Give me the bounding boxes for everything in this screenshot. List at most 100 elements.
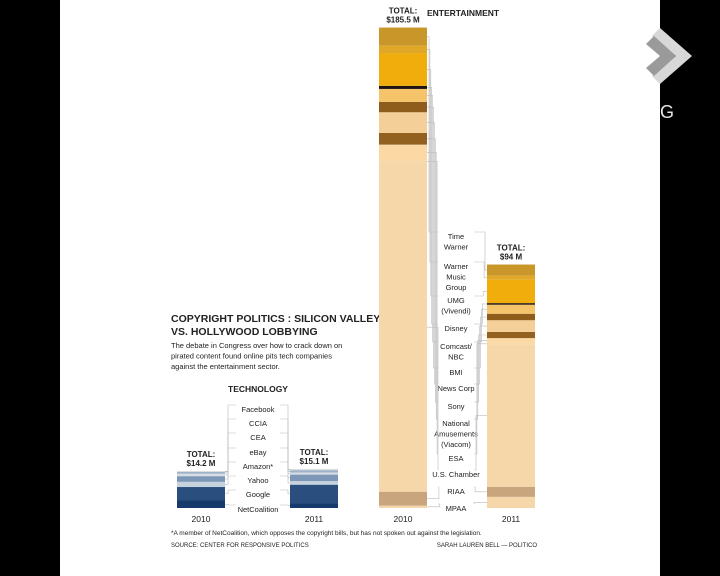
- entertainment-bar-2011-segment: [487, 496, 535, 508]
- entertainment-connector-line: [427, 326, 439, 470]
- entertainment-connector-line: [474, 316, 487, 369]
- entertainment-bar-2011-segment: [487, 486, 535, 497]
- technology-bar-2011-segment: [290, 481, 338, 485]
- chart-footnote: *A member of NetCoalition, which opposes…: [171, 530, 482, 537]
- entertainment-bar-2011-segment: [487, 303, 535, 305]
- entertainment-bar-2010-segment: [379, 505, 427, 508]
- technology-legend-label: eBay: [249, 448, 266, 457]
- entertainment-bar-2011-segment: [487, 304, 535, 314]
- technology-bar-2011-segment: [290, 503, 338, 508]
- technology-connector-line: [225, 432, 236, 474]
- entertainment-connector-line: [427, 49, 438, 263]
- technology-total-label: $14.2 M: [187, 459, 216, 468]
- entertainment-legend-label: National: [442, 419, 470, 428]
- entertainment-bar-2010-segment: [379, 88, 427, 102]
- entertainment-connector-line: [474, 334, 487, 403]
- entertainment-bar-2010-segment: [379, 53, 427, 86]
- technology-total-label: TOTAL:: [187, 450, 216, 459]
- entertainment-bar-2010-segment: [379, 27, 427, 46]
- entertainment-legend-label: Time: [448, 232, 464, 241]
- entertainment-legend-label: BMI: [449, 368, 462, 377]
- technology-connector-line: [280, 404, 290, 470]
- logo: G: [630, 26, 700, 126]
- technology-legend-label: Yahoo: [247, 476, 268, 485]
- technology-connector-line: [280, 447, 290, 474]
- entertainment-legend-label: News Corp: [437, 384, 474, 393]
- chart-title-line: VS. HOLLYWOOD LOBBYING: [171, 326, 318, 338]
- entertainment-legend-label: Music: [446, 273, 466, 282]
- entertainment-legend-label: (Viacom): [441, 440, 471, 449]
- entertainment-legend-label: MPAA: [446, 504, 467, 513]
- technology-legend-label: Facebook: [242, 405, 275, 414]
- entertainment-connector-line: [473, 502, 487, 505]
- entertainment-bar-2011-segment: [487, 331, 535, 339]
- entertainment-year-label: 2010: [394, 514, 413, 524]
- technology-bar-2010-segment: [177, 487, 225, 501]
- technology-bar-2011-segment: [290, 468, 338, 470]
- entertainment-connector-line: [474, 486, 487, 493]
- entertainment-legend-label: Disney: [445, 324, 468, 333]
- entertainment-total-label: $185.5 M: [386, 16, 420, 25]
- chart-source: SOURCE: CENTER FOR RESPONSIVE POLITICS: [171, 543, 309, 549]
- technology-bar-2010-segment: [177, 500, 225, 508]
- entertainment-bar-2010-segment: [379, 491, 427, 506]
- entertainment-legend-label: Sony: [447, 402, 464, 411]
- technology-connector-line: [225, 461, 236, 480]
- entertainment-bar-2010-segment: [379, 101, 427, 113]
- chart-credit: SARAH LAUREN BELL — POLITICO: [437, 543, 537, 549]
- technology-bar-2010-segment: [177, 471, 225, 474]
- technology-bar-2011-segment: [290, 484, 338, 504]
- technology-heading: TECHNOLOGY: [228, 384, 288, 394]
- entertainment-bar-2010-segment: [379, 112, 427, 133]
- technology-bar-2010-segment: [177, 481, 225, 488]
- technology-total-label: $15.1 M: [300, 457, 329, 466]
- technology-connector-line: [225, 418, 236, 473]
- technology-bar-2010-segment: [177, 473, 225, 477]
- chart-subtitle-line: pirated content found online pits tech c…: [171, 352, 332, 361]
- entertainment-legend-label: Group: [446, 283, 467, 292]
- entertainment-bar-2010-segment: [379, 132, 427, 145]
- technology-legend-label: Amazon*: [243, 462, 274, 471]
- entertainment-connector-line: [427, 87, 438, 325]
- entertainment-connector-line: [427, 503, 441, 508]
- technology-connector-line: [280, 489, 290, 495]
- entertainment-connector-line: [474, 303, 487, 325]
- technology-bar-2011-segment: [290, 470, 338, 473]
- chart-title-line: COPYRIGHT POLITICS : SILICON VALLEY: [171, 313, 380, 325]
- logo-letter: G: [660, 102, 675, 122]
- technology-legend-label: Google: [246, 490, 270, 499]
- technology-bar-2010-segment: [177, 476, 225, 482]
- technology-bar-2011-segment: [290, 472, 338, 475]
- entertainment-legend-label: ESA: [448, 454, 463, 463]
- technology-connector-line: [225, 503, 236, 506]
- technology-bar-2010-segment: [177, 471, 225, 472]
- entertainment-connector-line: [427, 161, 438, 455]
- entertainment-bar-2010-segment: [379, 162, 427, 492]
- logo-mark-icon: [646, 28, 692, 84]
- technology-connector-line: [225, 447, 236, 476]
- entertainment-connector-line: [474, 343, 487, 455]
- technology-connector-line: [280, 432, 290, 472]
- entertainment-bar-2011-segment: [487, 275, 535, 280]
- entertainment-connector-line: [474, 415, 487, 471]
- entertainment-connector-line: [474, 291, 487, 297]
- technology-bar-2010-segment: [177, 471, 225, 472]
- entertainment-year-label: 2011: [502, 514, 521, 524]
- entertainment-bar-2011-segment: [487, 338, 535, 344]
- entertainment-bar-2010-segment: [379, 144, 427, 161]
- technology-connector-line: [225, 475, 236, 485]
- entertainment-total-label: $94 M: [500, 253, 523, 262]
- technology-connector-line: [225, 489, 236, 495]
- entertainment-legend-label: Warner: [444, 243, 469, 252]
- technology-total-label: TOTAL:: [300, 448, 329, 457]
- entertainment-connector-line: [427, 486, 440, 499]
- entertainment-bar-2010-segment: [379, 45, 427, 54]
- entertainment-legend-label: UMG: [447, 296, 465, 305]
- technology-legend-label: CCIA: [249, 419, 267, 428]
- entertainment-total-label: TOTAL:: [389, 7, 418, 16]
- technology-connector-line: [225, 404, 236, 472]
- technology-year-label: 2011: [305, 514, 324, 524]
- entertainment-connector-line: [474, 231, 487, 271]
- entertainment-bar-2011-segment: [487, 264, 535, 276]
